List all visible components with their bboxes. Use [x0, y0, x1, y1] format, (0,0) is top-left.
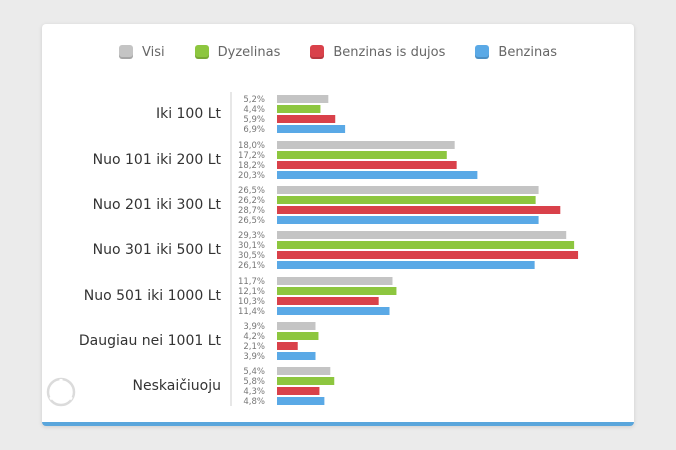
bar [277, 287, 397, 295]
bar [277, 196, 536, 204]
bar [277, 387, 320, 395]
data-label: 18,2% [238, 161, 265, 171]
data-label: 30,5% [238, 251, 265, 261]
bar [277, 322, 316, 330]
data-label: 26,1% [238, 261, 265, 271]
category-label: Nuo 501 iki 1000 Lt [84, 288, 222, 304]
bar [277, 206, 561, 214]
category-label: Nuo 101 iki 200 Lt [93, 152, 222, 168]
category-label: Nuo 201 iki 300 Lt [93, 197, 222, 213]
legend-item-visi[interactable]: Visi [119, 42, 165, 62]
data-label: 18,0% [238, 141, 265, 151]
bar [277, 151, 447, 159]
bar [277, 261, 535, 269]
bar [277, 115, 336, 123]
data-label: 26,5% [238, 186, 265, 196]
data-label: 4,3% [243, 387, 265, 397]
legend-item-benzinas-is-dujos[interactable]: Benzinas is dujos [310, 42, 445, 62]
legend-label-dyzelinas: Dyzelinas [217, 44, 281, 60]
bar [277, 186, 539, 194]
legend-label-benzinas-is-dujos: Benzinas is dujos [333, 44, 446, 60]
bar [277, 105, 321, 113]
category-label: Iki 100 Lt [156, 106, 222, 122]
data-label: 20,3% [238, 171, 265, 181]
bar [277, 307, 390, 315]
bar [277, 161, 457, 169]
legend-label-visi: Visi [142, 44, 165, 60]
bar [277, 367, 331, 375]
data-label: 17,2% [238, 151, 265, 161]
chart-card: Visi Dyzelinas Benzinas is dujos Benzina… [42, 24, 634, 426]
data-label: 3,9% [243, 352, 265, 362]
bar [277, 231, 567, 239]
data-label: 4,4% [243, 105, 265, 115]
bar [277, 141, 455, 149]
data-label: 2,1% [243, 342, 265, 352]
bar [277, 277, 393, 285]
legend-item-dyzelinas[interactable]: Dyzelinas [194, 42, 281, 62]
bar [277, 342, 298, 350]
bar [277, 377, 335, 385]
bar [277, 251, 579, 259]
data-label: 6,9% [243, 125, 265, 135]
data-label: 5,8% [243, 377, 265, 387]
category-label: Neskaičiuoju [133, 378, 222, 394]
legend-label-benzinas: Benzinas [498, 44, 557, 60]
logo-watermark-icon [46, 377, 76, 407]
data-label: 11,7% [238, 277, 265, 287]
data-label: 26,5% [238, 216, 265, 226]
bar [277, 216, 539, 224]
data-label: 5,9% [243, 115, 265, 125]
bar [277, 397, 325, 405]
legend: Visi Dyzelinas Benzinas is dujos Benzina… [42, 42, 634, 62]
data-label: 26,2% [238, 196, 265, 206]
data-label: 5,2% [243, 95, 265, 105]
data-label: 5,4% [243, 367, 265, 377]
category-label: Nuo 301 iki 500 Lt [93, 242, 222, 258]
data-label: 4,2% [243, 332, 265, 342]
data-label: 10,3% [238, 297, 265, 307]
category-label: Daugiau nei 1001 Lt [79, 333, 222, 349]
data-label: 4,8% [243, 397, 265, 407]
bar [277, 95, 329, 103]
legend-swatch-benzinas-is-dujos [310, 45, 325, 59]
legend-item-benzinas[interactable]: Benzinas [475, 42, 557, 62]
bar [277, 352, 316, 360]
bar [277, 241, 575, 249]
legend-swatch-dyzelinas [194, 45, 209, 59]
data-label: 28,7% [238, 206, 265, 216]
data-label: 3,9% [243, 322, 265, 332]
bar [277, 125, 346, 133]
data-label: 12,1% [238, 287, 265, 297]
bar [277, 171, 478, 179]
data-label: 30,1% [238, 241, 265, 251]
bar [277, 297, 379, 305]
legend-swatch-benzinas [475, 45, 490, 59]
bar-chart-plot: Iki 100 Lt 5,2%4,4%5,9%6,9% Nuo 101 iki 20… [79, 92, 579, 407]
bar [277, 332, 319, 340]
data-label: 29,3% [238, 231, 265, 241]
legend-swatch-visi [119, 45, 133, 59]
data-label: 11,4% [238, 307, 265, 317]
